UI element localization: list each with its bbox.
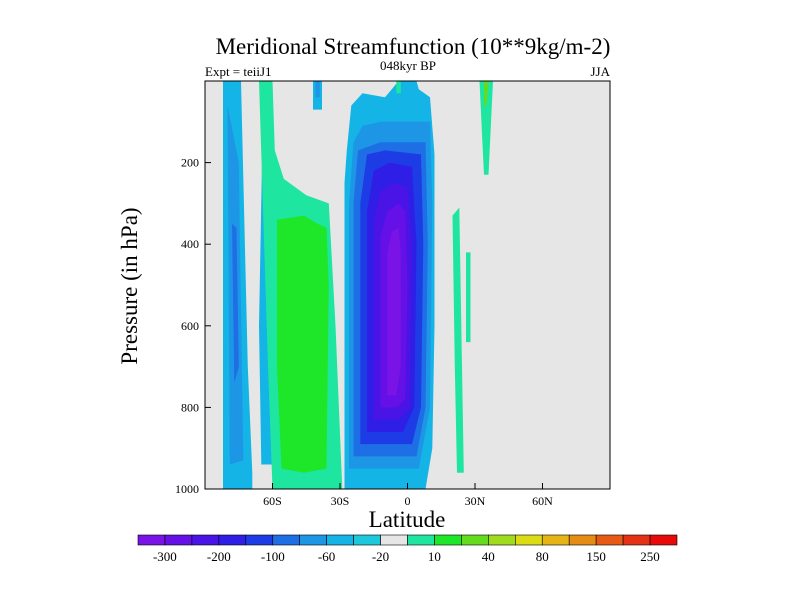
- colorbar-box: [218, 534, 247, 546]
- colorbar-box: [649, 534, 678, 546]
- colorbar-box: [514, 534, 543, 546]
- experiment-label: Expt = teiiJ1: [205, 64, 272, 79]
- colorbar-label: 40: [482, 549, 495, 564]
- x-tick-label: 60S: [263, 494, 282, 508]
- y-tick-label: 800: [181, 400, 199, 414]
- contour-region-17: [452, 207, 464, 473]
- colorbar-box: [380, 534, 408, 546]
- colorbar-box: [488, 534, 516, 546]
- contour-region-20: [484, 81, 489, 106]
- colorbar-label: -20: [372, 549, 389, 564]
- x-axis: 60S 30S 0 30N 60N: [263, 483, 553, 508]
- x-tick-label: 30N: [465, 494, 486, 508]
- time-label: 048kyr BP: [380, 58, 436, 73]
- colorbar-label: -300: [153, 549, 177, 564]
- x-tick-label: 0: [405, 494, 411, 508]
- y-tick-label: 600: [181, 319, 199, 333]
- y-tick-label: 200: [181, 156, 199, 170]
- colorbar-label: -100: [261, 549, 285, 564]
- colorbar-box: [461, 534, 489, 546]
- colorbar-box: [245, 534, 274, 546]
- colorbar-labels: -300 -200 -100 -60 -20 10 40 80 150 250: [153, 549, 660, 564]
- y-tick-label: 400: [181, 237, 199, 251]
- colorbar-label: -200: [207, 549, 231, 564]
- colorbar-box: [272, 534, 301, 546]
- colorbar-box: [407, 534, 435, 546]
- y-tick-label: 1000: [175, 482, 199, 496]
- colorbar-box: [137, 534, 166, 546]
- contour-region-19: [479, 81, 493, 175]
- colorbar-box: [299, 534, 327, 546]
- colorbar-label: 250: [640, 549, 660, 564]
- contour-region-16: [396, 81, 401, 94]
- colorbar-box: [568, 534, 597, 546]
- x-axis-label: Latitude: [369, 507, 446, 532]
- colorbar: [137, 534, 678, 546]
- colorbar-label: 80: [536, 549, 549, 564]
- y-axis-label: Pressure (in hPa): [117, 207, 142, 364]
- y-axis: 200 400 600 800 1000: [175, 156, 211, 496]
- season-label: JJA: [590, 64, 610, 79]
- contour-region-7: [315, 81, 320, 98]
- chart-title: Meridional Streamfunction (10**9kg/m-2): [216, 34, 611, 59]
- x-tick-label: 30S: [331, 494, 350, 508]
- contour-region-5: [277, 215, 329, 473]
- colorbar-box: [595, 534, 624, 546]
- colorbar-box: [191, 534, 220, 546]
- contour-region-15: [387, 227, 401, 396]
- contour-region-18: [466, 252, 471, 343]
- colorbar-box: [326, 534, 354, 546]
- colorbar-box: [353, 534, 381, 546]
- colorbar-label: 10: [428, 549, 441, 564]
- colorbar-box: [541, 534, 570, 546]
- plot-area: [204, 80, 611, 490]
- contour-fill-regions: [223, 81, 493, 489]
- colorbar-box: [164, 534, 193, 546]
- colorbar-box: [622, 534, 651, 546]
- x-tick-label: 60N: [532, 494, 553, 508]
- contour-region-2: [232, 223, 239, 383]
- colorbar-label: -60: [318, 549, 335, 564]
- colorbar-label: 150: [586, 549, 606, 564]
- colorbar-box: [434, 534, 462, 546]
